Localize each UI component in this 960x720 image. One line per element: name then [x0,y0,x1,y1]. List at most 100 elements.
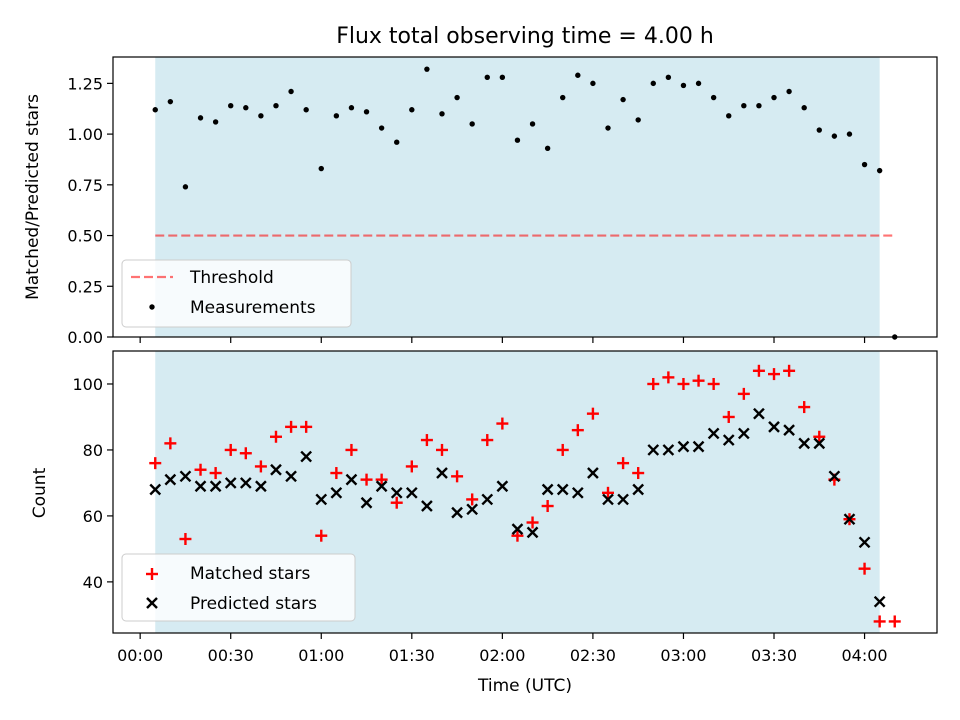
predicted-star-point [692,440,705,453]
measurement-point [786,88,792,95]
predicted-star-point [345,473,358,486]
predicted-star-point [571,486,584,499]
predicted-star-point [375,480,388,493]
measurement-points [152,66,898,340]
matched-star-point [752,364,765,377]
matched-star-point [737,387,750,400]
measurement-point [484,74,490,80]
matched-star-point [390,496,403,509]
measurement-point [378,125,385,131]
measurement-point [590,80,596,87]
measurement-point [665,74,672,80]
predicted-star-point [466,503,479,516]
predicted-star-point [707,427,720,440]
matched-star-point [707,377,720,390]
matched-star-point [315,529,328,542]
predicted-star-point [224,477,237,489]
matched-star-point [496,417,509,430]
measurement-point [273,102,279,109]
predicted-star-point [330,486,343,499]
measurement-point [152,107,158,113]
predicted-star-point [421,500,433,512]
measurement-point [575,72,581,78]
matched-star-point [164,437,177,450]
measurement-point [318,165,324,172]
predicted-star-point [209,480,222,493]
top-legend-box [121,259,352,328]
matched-star-point [617,457,630,470]
predicted-star-point [858,536,871,549]
bottom-y-tick-label: 100 [72,375,103,394]
measurement-point [846,131,853,137]
predicted-star-point [481,493,494,506]
measurement-point [167,98,174,105]
predicted-star-point [843,513,856,526]
predicted-star-point [662,444,675,456]
x-tick-label: 00:30 [208,646,254,665]
bottom-y-tick-label: 80 [83,441,103,460]
measurement-point [499,74,506,80]
matched-star-point [768,368,781,381]
x-axis-label: Time (UTC) [477,676,572,696]
matched-star-point [481,434,494,447]
measurement-point [861,161,868,168]
top-x-ticks [139,337,866,343]
bottom-y-tick-label: 40 [83,573,103,592]
predicted-star-point [722,434,735,446]
top-y-tick-label: 0.25 [67,277,103,296]
predicted-star-point [496,480,509,493]
top-y-ticks: 0.00 0.25 0.50 0.75 1.00 1.25 [67,74,113,347]
measurement-point [816,127,822,133]
x-tick-label: 01:00 [298,646,344,665]
matched-stars-points [149,364,901,628]
measurement-point [394,139,400,145]
matched-star-point [300,420,313,433]
measurement-point [439,111,445,117]
predicted-star-point [436,467,448,479]
predicted-star-point [285,470,297,483]
predicted-star-point [677,440,690,453]
measurement-point [741,102,747,109]
measurement-point [348,105,355,111]
measurement-point [710,94,717,101]
predicted-star-point [239,477,252,489]
predicted-star-point [164,473,177,486]
predicted-star-point [798,437,811,450]
bottom-y-ticks: 40 60 80 100 [72,375,113,592]
matched-star-point [858,562,871,575]
predicted-star-point [405,486,418,499]
matched-star-point [692,374,705,387]
predicted-star-point [768,421,780,433]
matched-star-point [798,401,811,414]
predicted-star-point [541,483,554,496]
matched-star-point [526,516,539,529]
legend-threshold-label: Threshold [189,268,274,288]
matched-star-point [813,430,826,443]
measurement-point [695,80,702,87]
measurement-point [756,102,762,109]
x-tick-label: 03:00 [660,646,706,665]
matched-star-point [722,410,735,423]
measurement-point [514,137,521,143]
x-tick-label: 02:00 [479,646,525,665]
matched-star-point [285,420,298,433]
predicted-star-point [813,437,826,450]
matched-star-point [269,430,282,443]
matched-star-point [435,443,448,456]
measurement-point [424,66,430,72]
predicted-star-point [632,483,645,496]
legend-measurement-swatch [149,304,155,310]
measurement-point [228,102,234,109]
predicted-star-point [526,526,539,539]
measurement-point [529,121,536,127]
predicted-star-point [617,493,629,506]
matched-star-point [647,377,660,390]
legend-matched-swatch [146,568,158,580]
x-tick-label: 00:00 [117,646,163,665]
matched-star-point [179,533,192,545]
bottom-y-axis-label: Count [30,467,50,518]
measurement-point [243,105,249,111]
x-tick-label: 03:30 [751,646,797,665]
predicted-star-point [511,523,524,535]
measurement-point [650,80,656,87]
